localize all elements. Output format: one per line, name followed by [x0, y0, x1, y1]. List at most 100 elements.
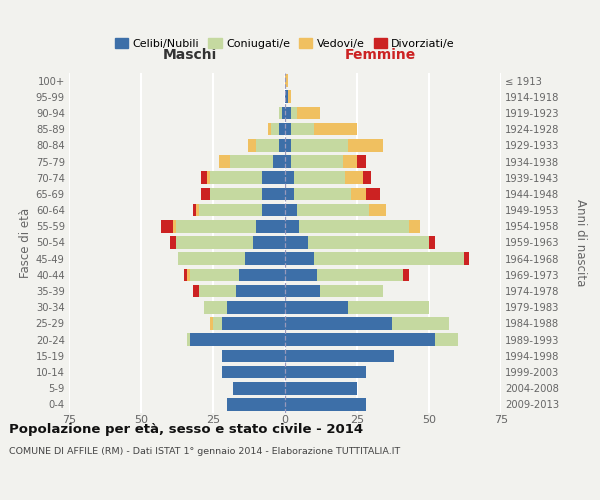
- Bar: [219, 155, 230, 168]
- Bar: [299, 220, 409, 232]
- Bar: [253, 236, 285, 249]
- Bar: [230, 155, 274, 168]
- Bar: [285, 220, 299, 232]
- Bar: [221, 317, 285, 330]
- Bar: [256, 220, 285, 232]
- Legend: Celibi/Nubili, Coniugati/e, Vedovi/e, Divorziati/e: Celibi/Nubili, Coniugati/e, Vedovi/e, Di…: [110, 34, 460, 53]
- Bar: [291, 139, 349, 151]
- Bar: [210, 317, 213, 330]
- Bar: [285, 382, 357, 394]
- Bar: [285, 188, 293, 200]
- Bar: [161, 220, 173, 232]
- Bar: [285, 317, 392, 330]
- Bar: [285, 285, 320, 298]
- Text: Femmine: Femmine: [344, 48, 416, 62]
- Bar: [176, 220, 256, 232]
- Text: Popolazione per età, sesso e stato civile - 2014: Popolazione per età, sesso e stato civil…: [9, 422, 363, 436]
- Bar: [262, 204, 285, 216]
- Bar: [202, 188, 210, 200]
- Bar: [296, 204, 368, 216]
- Bar: [285, 268, 317, 281]
- Text: Maschi: Maschi: [163, 48, 217, 62]
- Bar: [262, 172, 285, 184]
- Bar: [213, 317, 221, 330]
- Bar: [178, 252, 245, 265]
- Bar: [365, 188, 380, 200]
- Bar: [227, 301, 285, 314]
- Bar: [429, 236, 435, 249]
- Bar: [285, 204, 296, 216]
- Bar: [317, 268, 403, 281]
- Bar: [221, 350, 285, 362]
- Bar: [196, 204, 199, 216]
- Bar: [343, 155, 357, 168]
- Bar: [239, 268, 285, 281]
- Bar: [173, 220, 176, 232]
- Bar: [248, 139, 256, 151]
- Bar: [282, 106, 285, 120]
- Bar: [207, 172, 210, 184]
- Bar: [392, 317, 449, 330]
- Bar: [184, 268, 187, 281]
- Bar: [285, 90, 288, 103]
- Bar: [199, 204, 262, 216]
- Bar: [221, 366, 285, 378]
- Bar: [363, 172, 371, 184]
- Text: COMUNE DI AFFILE (RM) - Dati ISTAT 1° gennaio 2014 - Elaborazione TUTTITALIA.IT: COMUNE DI AFFILE (RM) - Dati ISTAT 1° ge…: [9, 448, 400, 456]
- Bar: [227, 398, 285, 410]
- Bar: [357, 155, 365, 168]
- Bar: [268, 123, 271, 136]
- Bar: [279, 123, 285, 136]
- Bar: [293, 188, 351, 200]
- Bar: [320, 285, 383, 298]
- Bar: [349, 301, 429, 314]
- Bar: [271, 123, 279, 136]
- Bar: [346, 172, 363, 184]
- Bar: [210, 188, 262, 200]
- Bar: [256, 139, 279, 151]
- Bar: [409, 220, 421, 232]
- Bar: [285, 398, 365, 410]
- Bar: [236, 285, 285, 298]
- Bar: [288, 90, 291, 103]
- Bar: [262, 188, 285, 200]
- Bar: [202, 172, 207, 184]
- Bar: [285, 236, 308, 249]
- Bar: [285, 301, 349, 314]
- Bar: [170, 236, 176, 249]
- Bar: [205, 301, 227, 314]
- Bar: [285, 139, 291, 151]
- Bar: [199, 285, 236, 298]
- Bar: [403, 268, 409, 281]
- Bar: [285, 252, 314, 265]
- Bar: [368, 204, 386, 216]
- Bar: [193, 285, 199, 298]
- Bar: [349, 139, 383, 151]
- Bar: [285, 155, 291, 168]
- Bar: [190, 334, 285, 346]
- Bar: [291, 123, 314, 136]
- Bar: [245, 252, 285, 265]
- Bar: [285, 123, 291, 136]
- Bar: [193, 204, 196, 216]
- Bar: [285, 366, 365, 378]
- Bar: [187, 268, 190, 281]
- Bar: [187, 334, 190, 346]
- Bar: [176, 236, 253, 249]
- Bar: [274, 155, 285, 168]
- Bar: [293, 172, 346, 184]
- Y-axis label: Fasce di età: Fasce di età: [19, 208, 32, 278]
- Bar: [314, 252, 464, 265]
- Bar: [285, 172, 293, 184]
- Bar: [285, 106, 291, 120]
- Bar: [285, 350, 394, 362]
- Bar: [190, 268, 239, 281]
- Bar: [233, 382, 285, 394]
- Bar: [351, 188, 365, 200]
- Bar: [291, 106, 296, 120]
- Y-axis label: Anni di nascita: Anni di nascita: [574, 199, 587, 286]
- Bar: [296, 106, 320, 120]
- Bar: [435, 334, 458, 346]
- Bar: [210, 172, 262, 184]
- Bar: [291, 155, 343, 168]
